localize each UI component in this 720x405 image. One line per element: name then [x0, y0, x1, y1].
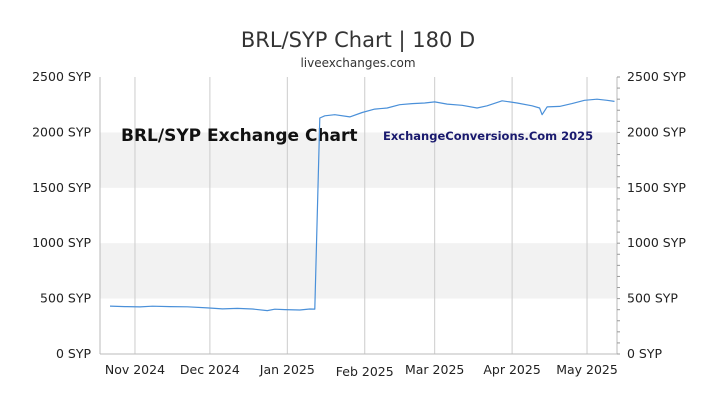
- x-tick-labels: Nov 2024 Dec 2024 Jan 2025 Feb 2025 Mar 2025…: [105, 362, 618, 379]
- x-tick-label: Mar 2025: [405, 362, 464, 377]
- y-tick-label-right: 2500 SYP: [627, 69, 686, 84]
- watermark-title: BRL/SYP Exchange Chart: [121, 126, 358, 146]
- y-tick-label-left: 500 SYP: [40, 291, 91, 306]
- x-tick-label: Jan 2025: [259, 362, 315, 377]
- y-tick-label-left: 0 SYP: [56, 346, 91, 361]
- series-line: [109, 98, 615, 312]
- y-tick-label-left: 1000 SYP: [32, 235, 91, 250]
- y-tick-label-right: 1500 SYP: [627, 180, 686, 195]
- chart-title: BRL/SYP Chart | 180 D: [241, 28, 475, 53]
- grid-bands: [100, 132, 617, 299]
- series-group: [109, 98, 615, 312]
- x-tick-label: Dec 2024: [180, 362, 240, 377]
- grid-band: [100, 132, 617, 188]
- y-tick-label-left: 1500 SYP: [32, 180, 91, 195]
- x-tick-label: Nov 2024: [105, 362, 165, 377]
- grid-lines: [134, 77, 588, 354]
- y-tick-label-right: 0 SYP: [627, 346, 662, 361]
- x-tick-label: Feb 2025: [336, 364, 394, 379]
- grid-band: [100, 243, 617, 299]
- y-tick-label-left: 2500 SYP: [32, 69, 91, 84]
- y-tick-label-right: 1000 SYP: [627, 235, 686, 250]
- y-tick-labels-left: 0 SYP 500 SYP 1000 SYP 1500 SYP 2000 SYP 2500…: [32, 69, 91, 361]
- y-tick-labels-right: 0 SYP 500 SYP 1000 SYP 1500 SYP 2000 SYP 2500…: [627, 69, 686, 361]
- x-tick-label: May 2025: [556, 362, 618, 377]
- x-tick-label: Apr 2025: [483, 362, 540, 377]
- chart-subtitle: liveexchanges.com: [300, 56, 415, 70]
- y-tick-label-right: 2000 SYP: [627, 124, 686, 139]
- watermark-site: ExchangeConversions.Com 2025: [383, 129, 593, 143]
- y-tick-label-left: 2000 SYP: [32, 124, 91, 139]
- y-tick-label-right: 500 SYP: [627, 291, 678, 306]
